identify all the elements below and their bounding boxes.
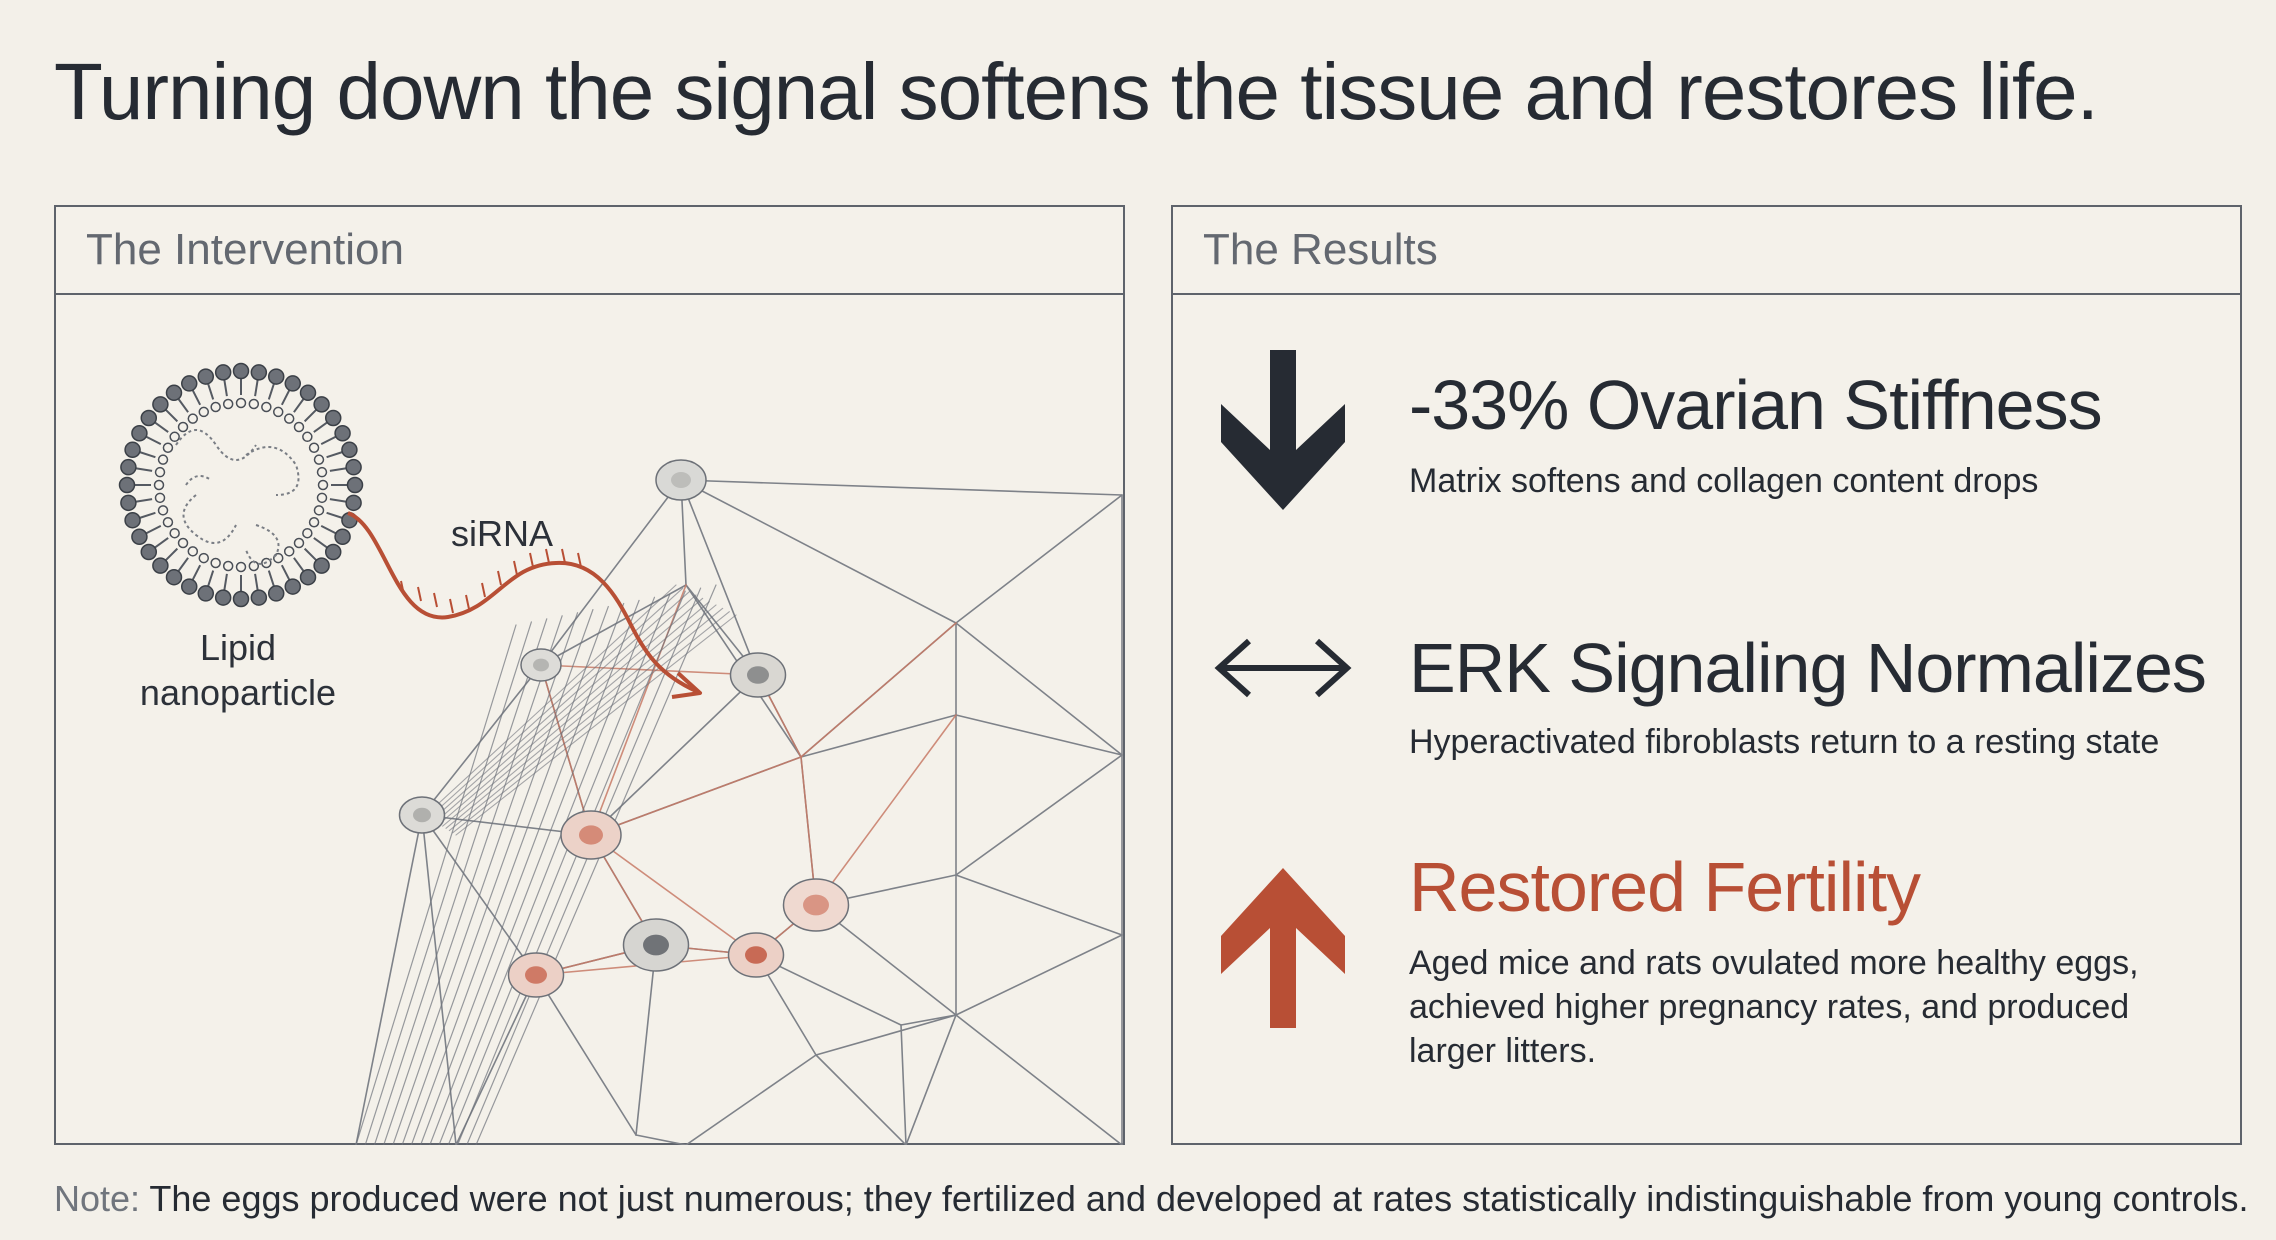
result-description-line: larger litters. (1409, 1032, 1597, 1070)
sirna-strand-icon (347, 511, 702, 699)
results-list: -33% Ovarian Stiffness Matrix softens an… (1173, 295, 2240, 1145)
results-heading: The Results (1173, 207, 2240, 295)
results-panel: The Results -33% Ovarian Stiffness Matri… (1171, 205, 2242, 1145)
sirna-label: siRNA (451, 513, 554, 554)
note-text: The eggs produced were not just numerous… (140, 1178, 2249, 1219)
intervention-panel: The Intervention siRNA Lipid nanoparticl… (54, 205, 1125, 1145)
footnote: Note: The eggs produced were not just nu… (54, 1178, 2249, 1220)
matrix-network (355, 479, 1123, 1145)
result-description-line: Aged mice and rats ovulated more healthy… (1409, 944, 2139, 982)
result-headline: ERK Signaling Normalizes (1409, 629, 2207, 707)
result-description: Hyperactivated fibroblasts return to a r… (1409, 723, 2160, 761)
fibroblast-cells (398, 459, 850, 998)
result-description-line: achieved higher pregnancy rates, and pro… (1409, 988, 2130, 1026)
lipid-label-line2: nanoparticle (139, 672, 337, 713)
result-description: Matrix softens and collagen content drop… (1409, 462, 2039, 500)
arrow-up-icon (1221, 868, 1345, 1028)
note-label: Note: (54, 1178, 141, 1219)
arrow-left-right-icon (1214, 638, 1352, 698)
intervention-illustration: siRNA Lipid nanoparticle (56, 295, 1123, 1145)
result-headline: Restored Fertility (1409, 848, 1921, 926)
result-headline: -33% Ovarian Stiffness (1409, 366, 2103, 444)
lipid-nanoparticle-icon (118, 362, 364, 608)
lipid-label-line1: Lipid (199, 627, 277, 668)
arrow-down-icon (1221, 350, 1345, 510)
intervention-heading: The Intervention (56, 207, 1123, 295)
page-title: Turning down the signal softens the tiss… (54, 47, 2099, 136)
tissue-network-illustration (118, 362, 1123, 1145)
